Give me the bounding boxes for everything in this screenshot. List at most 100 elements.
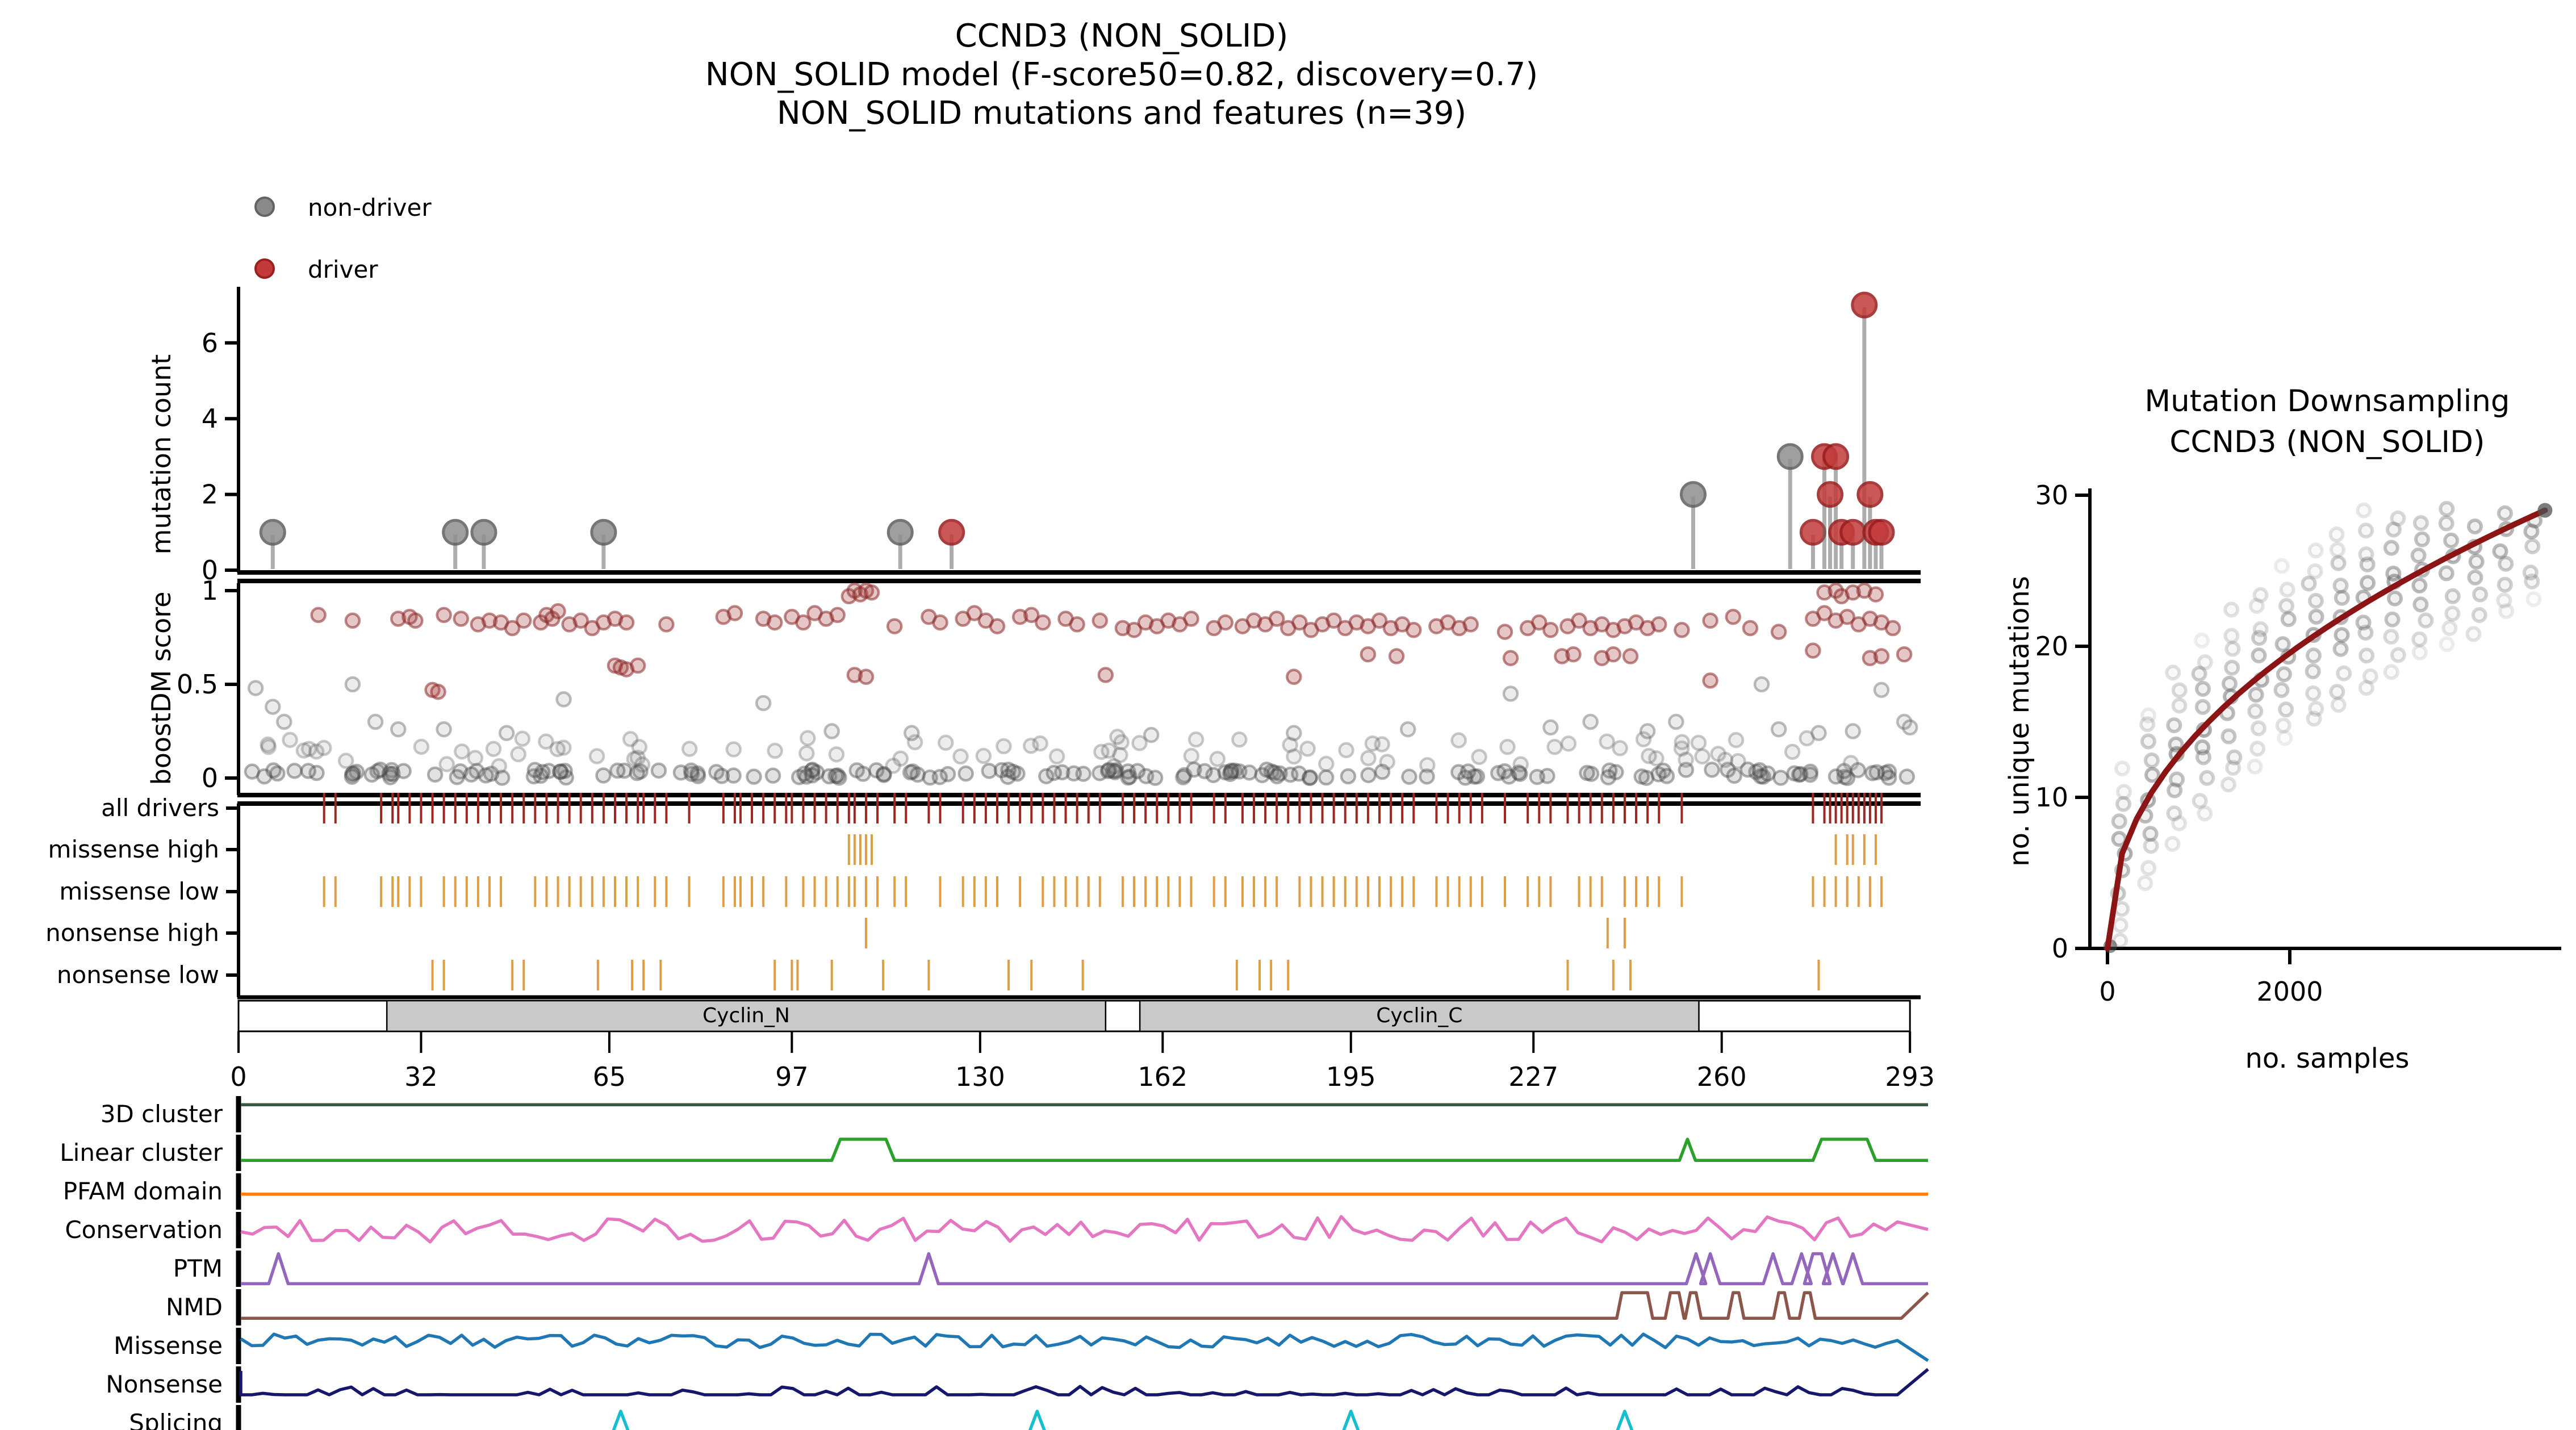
feature-line-Conservation xyxy=(240,1215,1929,1244)
boostdm-point xyxy=(1183,611,1199,627)
boostdm-point xyxy=(1702,612,1718,629)
downsampling-plot: 0 10 20 30 0 2000 xyxy=(2035,480,2561,1007)
downsampling-dot xyxy=(2195,749,2211,766)
boostdm-point xyxy=(629,657,646,674)
mutation-lollipop xyxy=(1822,443,1850,470)
boostdm-point xyxy=(1374,763,1391,780)
boostdm-point xyxy=(1873,648,1890,664)
tick-label: 30 xyxy=(2035,480,2068,511)
boostdm-point xyxy=(1046,764,1062,781)
boostdm-point xyxy=(308,743,325,760)
downsampling-dot xyxy=(2225,760,2242,776)
downsampling-dot xyxy=(2139,716,2156,733)
downsampling-dot xyxy=(2305,647,2322,664)
boostdm-point xyxy=(1862,650,1879,667)
boostdm-point xyxy=(1138,768,1155,784)
tick-label: Cyclin_C xyxy=(1376,1004,1462,1027)
downsampling-dot xyxy=(2226,749,2243,766)
boostdm-point xyxy=(1105,763,1122,779)
boostdm-point xyxy=(876,766,892,783)
boostdm-point xyxy=(1678,751,1694,768)
downsampling-dot xyxy=(2252,587,2269,603)
downsampling-dot xyxy=(2306,710,2322,727)
boostdm-point xyxy=(1635,731,1652,747)
boostdm-point xyxy=(538,733,554,750)
boostdm-point xyxy=(1539,768,1555,784)
downsampling-dot xyxy=(2111,813,2127,830)
boostdm-point xyxy=(1143,726,1160,743)
downsampling-dot xyxy=(2411,644,2428,660)
downsampling-dot xyxy=(2329,542,2345,558)
boostdm-point xyxy=(1121,768,1138,785)
boostdm-point xyxy=(708,764,725,780)
boostdm-point xyxy=(922,769,938,786)
boostdm-point xyxy=(478,767,494,784)
boostdm-point xyxy=(514,730,531,747)
boostdm-point xyxy=(1816,584,1833,601)
boostdm-point xyxy=(1360,767,1377,784)
downsampling-dot xyxy=(2166,717,2182,734)
boostdm-point xyxy=(713,768,730,784)
boostdm-point xyxy=(1753,676,1770,693)
figure-title-line2: NON_SOLID model (F-score50=0.82, discove… xyxy=(705,56,1538,93)
boostdm-point xyxy=(1658,768,1675,784)
domain-bar: Cyclin_N Cyclin_C 0 32 65 97 130 162 195 227 260 29… xyxy=(230,1000,1935,1092)
boostdm-point xyxy=(525,768,542,785)
downsampling-dot xyxy=(2116,784,2132,800)
boostdm-point xyxy=(1898,768,1916,785)
downsampling-dot xyxy=(2496,505,2513,521)
boostdm-point xyxy=(1112,747,1128,763)
boostdm-point xyxy=(681,741,698,757)
downsampling-dot xyxy=(2249,741,2266,757)
boostdm-point xyxy=(1502,685,1519,702)
feature-line-PTM xyxy=(241,1252,1928,1286)
boostdm-point xyxy=(541,763,557,779)
boostdm-point xyxy=(1512,756,1529,773)
boostdm-point xyxy=(966,605,983,621)
downsampling-dot xyxy=(2114,901,2130,917)
boostdm-point xyxy=(369,763,386,780)
needle-ylabel: mutation count xyxy=(146,354,177,555)
boostdm-point xyxy=(1650,616,1667,633)
boostdm-point xyxy=(1571,612,1587,629)
downsampling-dot xyxy=(2414,531,2430,547)
boostdm-point xyxy=(1490,764,1507,781)
mutation-lollipop xyxy=(590,519,617,546)
mutation-lollipop xyxy=(1851,291,1878,319)
boostdm-point xyxy=(1360,750,1377,767)
downsampling-dot xyxy=(2438,515,2454,532)
downsampling-dot xyxy=(2169,771,2185,788)
boostdm-point xyxy=(1799,730,1815,747)
boostdm-point xyxy=(384,766,401,783)
boostdm-point xyxy=(892,750,909,767)
boostdm-point xyxy=(265,699,281,715)
non-driver-legend-marker xyxy=(254,196,275,217)
downsampling-dot xyxy=(2444,588,2461,604)
downsampling-dot xyxy=(2308,701,2324,717)
boostdm-point xyxy=(282,731,298,749)
downsampling-dot xyxy=(2441,620,2458,637)
boostdm-point xyxy=(407,612,424,629)
tick-label: Cyclin_N xyxy=(702,1004,790,1027)
boostdm-point xyxy=(1399,721,1416,738)
boostdm-point xyxy=(1673,740,1690,757)
tick-label: 0 xyxy=(2099,976,2115,1007)
boostdm-point xyxy=(1496,763,1513,780)
tick-label: 130 xyxy=(955,1061,1005,1092)
boostdm-point xyxy=(588,748,605,764)
boostdm-point xyxy=(1802,763,1819,780)
boostdm-point xyxy=(1113,734,1130,751)
boostdm-point xyxy=(689,768,706,784)
boostdm-point xyxy=(1092,765,1108,781)
boostdm-point xyxy=(1406,622,1422,638)
boostdm-point xyxy=(345,765,362,781)
boostdm-point xyxy=(469,763,485,779)
tick-label: 32 xyxy=(404,1061,438,1092)
boostdm-point xyxy=(658,616,675,633)
downsampling-dot xyxy=(2274,636,2291,653)
downsampling-dot xyxy=(2465,626,2482,642)
boostdm-point xyxy=(1496,624,1513,640)
boostdm-point xyxy=(1302,769,1319,786)
boostdm-point xyxy=(244,763,261,780)
downsampling-title-line2: CCND3 (NON_SOLID) xyxy=(2169,425,2485,459)
